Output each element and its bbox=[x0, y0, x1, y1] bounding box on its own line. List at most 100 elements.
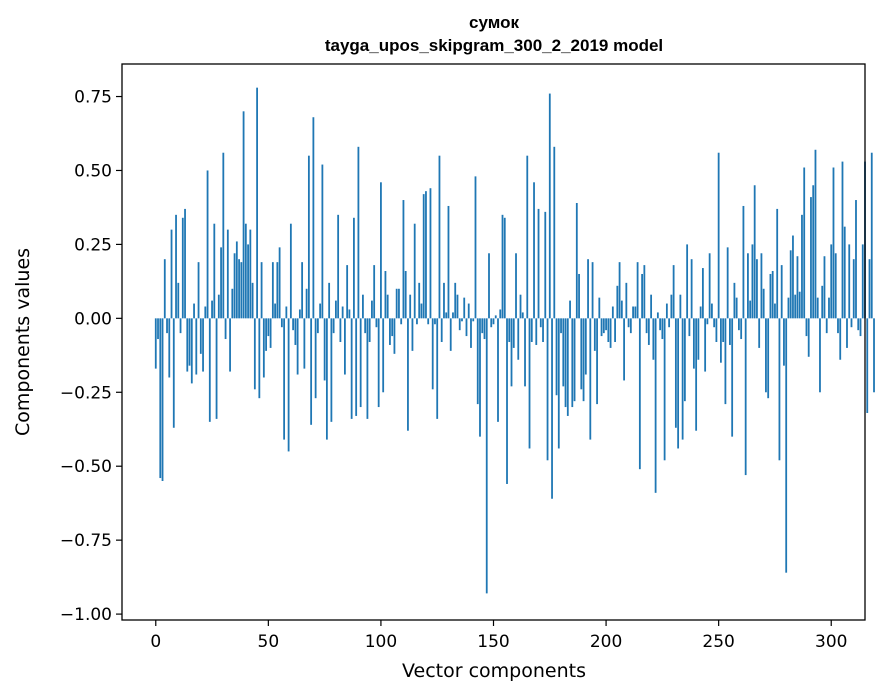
bar bbox=[596, 318, 598, 405]
bar bbox=[276, 262, 279, 319]
bar bbox=[641, 273, 643, 319]
bar bbox=[175, 214, 177, 319]
y-tick-label: −0.50 bbox=[60, 457, 112, 477]
bar bbox=[188, 318, 191, 366]
bar bbox=[738, 318, 740, 331]
bar bbox=[373, 265, 376, 319]
bar bbox=[557, 318, 560, 449]
bar bbox=[339, 318, 342, 342]
bar bbox=[679, 294, 682, 319]
bar bbox=[409, 294, 412, 319]
bar bbox=[249, 229, 252, 319]
bar bbox=[395, 288, 398, 319]
bar bbox=[195, 318, 198, 375]
bar bbox=[384, 271, 387, 319]
x-tick-label: 250 bbox=[702, 632, 734, 652]
y-tick-label: 0.00 bbox=[74, 309, 112, 329]
bar bbox=[485, 318, 488, 594]
bar bbox=[713, 318, 716, 328]
bar bbox=[488, 253, 490, 319]
bar bbox=[416, 318, 418, 325]
bar bbox=[456, 294, 459, 319]
bar bbox=[695, 318, 698, 431]
bar bbox=[238, 259, 240, 319]
bar bbox=[157, 318, 159, 340]
bar bbox=[810, 197, 812, 319]
bar bbox=[244, 223, 247, 319]
bar bbox=[789, 250, 792, 319]
bar bbox=[803, 167, 806, 319]
bar bbox=[377, 318, 380, 408]
bar bbox=[861, 244, 864, 319]
bar bbox=[600, 318, 603, 337]
bar bbox=[217, 294, 220, 319]
bar bbox=[208, 318, 211, 422]
bar bbox=[231, 288, 234, 319]
bar bbox=[447, 205, 450, 319]
bar bbox=[521, 312, 524, 319]
x-tick-label: 200 bbox=[590, 632, 622, 652]
bar bbox=[706, 318, 709, 325]
bar bbox=[776, 208, 779, 319]
bar bbox=[670, 294, 673, 319]
bar bbox=[589, 318, 592, 440]
bar bbox=[449, 318, 452, 351]
chart-subtitle: tayga_upos_skipgram_300_2_2019 model bbox=[325, 36, 663, 55]
bar bbox=[434, 318, 436, 325]
bar bbox=[316, 318, 319, 334]
bar bbox=[332, 318, 335, 334]
bar bbox=[704, 318, 707, 372]
bar bbox=[458, 318, 461, 331]
bar bbox=[269, 318, 272, 348]
bar bbox=[623, 318, 625, 381]
bar bbox=[814, 149, 817, 319]
bar bbox=[634, 306, 637, 319]
bar bbox=[742, 205, 745, 319]
bar bbox=[605, 318, 607, 331]
bar bbox=[566, 318, 569, 416]
bar bbox=[463, 297, 466, 319]
bar bbox=[443, 282, 445, 319]
bar bbox=[711, 303, 713, 319]
bar bbox=[580, 318, 583, 390]
bar bbox=[501, 214, 504, 319]
bar bbox=[807, 318, 810, 357]
bar bbox=[850, 318, 853, 328]
bar bbox=[665, 303, 668, 319]
bar bbox=[506, 318, 508, 484]
bar bbox=[740, 318, 743, 340]
bar bbox=[839, 318, 842, 360]
bar bbox=[197, 262, 200, 319]
bar bbox=[672, 265, 675, 319]
bar bbox=[715, 318, 718, 342]
bar bbox=[368, 318, 371, 342]
bar bbox=[575, 203, 578, 319]
bar bbox=[314, 318, 317, 399]
bar bbox=[828, 297, 830, 319]
bar bbox=[569, 300, 571, 319]
bar bbox=[371, 300, 373, 319]
bar bbox=[510, 318, 513, 387]
bar bbox=[692, 318, 695, 369]
bar bbox=[769, 273, 772, 319]
bar bbox=[271, 262, 274, 319]
bar bbox=[278, 247, 281, 319]
bar bbox=[168, 318, 171, 378]
bar bbox=[832, 167, 835, 319]
bar bbox=[508, 318, 511, 342]
bar bbox=[816, 297, 819, 319]
bar bbox=[190, 318, 193, 384]
bar bbox=[222, 152, 225, 319]
bar bbox=[857, 318, 860, 331]
bar bbox=[683, 318, 686, 402]
bar bbox=[645, 318, 648, 334]
bar bbox=[224, 318, 227, 340]
bar bbox=[310, 318, 313, 425]
bar bbox=[393, 318, 396, 354]
bar bbox=[762, 288, 765, 319]
y-axis-label: Components values bbox=[12, 248, 34, 436]
bar bbox=[607, 318, 610, 342]
bar bbox=[544, 211, 547, 319]
x-tick-label: 0 bbox=[150, 632, 161, 652]
